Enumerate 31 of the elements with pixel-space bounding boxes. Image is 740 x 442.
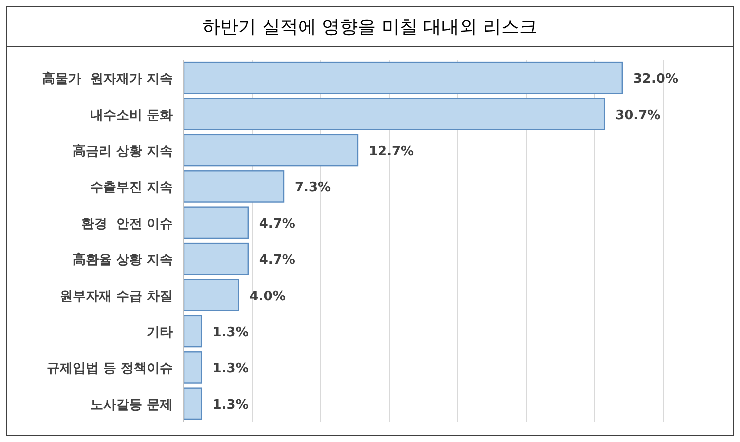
bar <box>183 206 249 240</box>
y-tick-label: 원부자재 수급 차질 <box>60 289 173 304</box>
y-tick-label: 내수소비 둔화 <box>90 108 173 124</box>
data-label: 32.0% <box>633 72 679 88</box>
data-label: 12.7% <box>368 144 414 160</box>
y-tick-label: 기타 <box>147 326 173 340</box>
bar <box>183 242 249 276</box>
data-label: 7.3% <box>295 180 332 196</box>
y-tick-label: 高환율 상황 지속 <box>72 252 173 268</box>
bar <box>183 98 606 130</box>
y-tick-label: 高물가 원자재가 지속 <box>42 71 173 88</box>
data-label: 4.7% <box>259 253 296 268</box>
bar <box>183 62 623 94</box>
bar <box>183 315 202 348</box>
data-label: 30.7% <box>616 108 661 124</box>
y-tick-label: 환경 안전 이슈 <box>81 216 173 232</box>
data-label: 1.3% <box>212 362 249 377</box>
bar <box>183 279 240 312</box>
y-tick-label: 노사갈등 문제 <box>90 398 173 413</box>
y-tick-label: 규제입법 등 정책이슈 <box>46 362 173 377</box>
data-label: 4.7% <box>259 216 296 232</box>
data-label: 1.3% <box>212 326 249 340</box>
bar <box>183 388 202 420</box>
data-label: 1.3% <box>212 398 249 413</box>
bar <box>183 134 359 167</box>
y-tick-label: 高금리 상황 지속 <box>72 144 173 160</box>
y-tick-label: 수출부진 지속 <box>90 180 173 196</box>
data-label: 4.0% <box>250 289 286 304</box>
bar <box>183 170 285 203</box>
bar <box>183 352 202 384</box>
chart-title: 하반기 실적에 영향을 미칠 대내외 리스크 <box>202 17 538 38</box>
